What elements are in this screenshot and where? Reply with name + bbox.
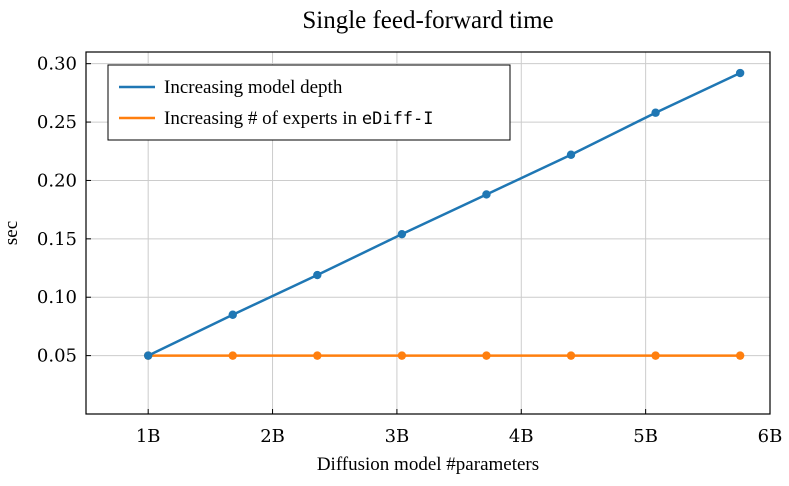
- legend-box: [107, 64, 511, 141]
- x-tick-label: 1B: [136, 426, 161, 447]
- y-tick-label: 0.25: [37, 112, 77, 133]
- x-tick-label: 6B: [758, 426, 783, 447]
- series-1-point: [566, 351, 576, 360]
- legend-label-model-depth: Increasing model depth: [164, 77, 343, 98]
- series-1-point: [651, 351, 660, 360]
- series-0-point: [566, 150, 576, 159]
- x-tick-label: 5B: [633, 426, 658, 447]
- legend-label-experts-code: eDiff-I: [362, 109, 434, 129]
- y-tick-label: 0.05: [37, 346, 77, 367]
- series-line-0: [147, 71, 741, 357]
- series-0-point: [228, 310, 237, 319]
- series-1-point: [313, 351, 322, 360]
- series-1-point: [735, 351, 745, 360]
- x-tick-label: 2B: [260, 426, 285, 447]
- y-axis-ticks: 0.05 0.10 0.15 0.20 0.25 0.30: [37, 54, 91, 367]
- x-axis-ticks: 1B 2B 3B 4B 5B 6B: [136, 409, 783, 447]
- y-tick-label: 0.15: [37, 229, 77, 250]
- x-axis-label: Diffusion model #parameters: [317, 454, 539, 475]
- series-0-point: [397, 229, 407, 239]
- y-tick-label: 0.20: [37, 170, 77, 191]
- series-1-point: [482, 351, 491, 360]
- series-1-point: [228, 351, 237, 360]
- y-axis-label: sec: [1, 221, 22, 245]
- series-0-point: [313, 270, 322, 280]
- x-tick-label: 3B: [385, 426, 410, 447]
- x-tick-label: 4B: [509, 426, 534, 447]
- legend-label-experts-prefix: Increasing # of experts in: [164, 108, 362, 129]
- legend: Increasing model depth Increasing # of e…: [107, 64, 511, 141]
- y-tick-label: 0.30: [37, 54, 77, 75]
- series-0-point: [651, 108, 660, 117]
- chart-title: Single feed-forward time: [302, 7, 553, 34]
- plot-area-frame: [85, 51, 771, 415]
- series-0-point: [482, 190, 491, 199]
- series-1-point: [397, 351, 407, 360]
- series-0-point: [143, 351, 153, 360]
- legend-label-experts: Increasing # of experts in eDiff-I: [164, 108, 434, 129]
- series-layer: [143, 68, 745, 360]
- y-tick-label: 0.10: [37, 287, 77, 308]
- series-0-point: [735, 68, 745, 78]
